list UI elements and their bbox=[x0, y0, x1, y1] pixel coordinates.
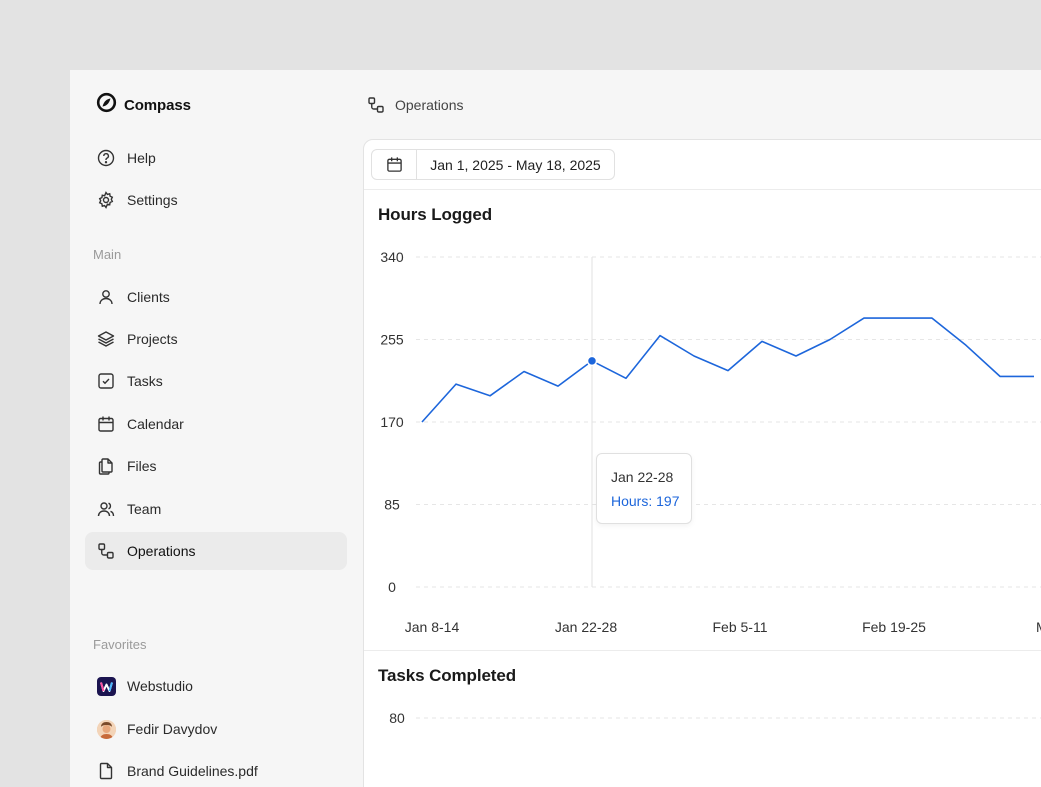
sidebar-item-tasks[interactable]: Tasks bbox=[85, 362, 347, 400]
sidebar-item-team[interactable]: Team bbox=[85, 490, 347, 528]
sidebar-item-clients[interactable]: Clients bbox=[85, 278, 347, 316]
operations-icon bbox=[367, 96, 385, 114]
x-tick-label: Jan 8-14 bbox=[405, 619, 460, 635]
favorite-item-fedir[interactable]: Fedir Davydov bbox=[85, 710, 347, 748]
y-tick-label: 0 bbox=[388, 579, 396, 595]
card-divider bbox=[364, 650, 1041, 651]
sidebar-item-projects[interactable]: Projects bbox=[85, 320, 347, 358]
section-label-favorites: Favorites bbox=[93, 637, 147, 652]
sidebar-item-operations[interactable]: Operations bbox=[85, 532, 347, 570]
y-tick-label: 255 bbox=[380, 332, 404, 348]
toolbar: Jan 1, 2025 - May 18, 2025 bbox=[364, 140, 1041, 190]
file-icon bbox=[96, 761, 116, 781]
breadcrumb-label: Operations bbox=[395, 97, 464, 113]
avatar bbox=[96, 719, 116, 739]
checkbox-icon bbox=[96, 371, 116, 391]
operations-icon bbox=[96, 541, 116, 561]
sidebar-item-help[interactable]: Help bbox=[85, 139, 347, 177]
favorite-item-label: Brand Guidelines.pdf bbox=[127, 763, 258, 779]
brand[interactable]: Compass bbox=[96, 92, 191, 118]
favorite-item-label: Webstudio bbox=[127, 678, 193, 694]
sidebar-item-label: Team bbox=[127, 501, 162, 517]
favorite-item-brand-guidelines[interactable]: Brand Guidelines.pdf bbox=[85, 752, 347, 787]
highlight-point bbox=[586, 355, 598, 367]
webstudio-logo-icon bbox=[96, 676, 116, 696]
favorite-item-webstudio[interactable]: Webstudio bbox=[85, 667, 347, 705]
breadcrumb[interactable]: Operations bbox=[367, 94, 463, 116]
sidebar-item-label: Clients bbox=[127, 289, 170, 305]
calendar-icon bbox=[372, 150, 417, 179]
tasks-completed-chart[interactable]: 80 bbox=[364, 650, 1041, 787]
tooltip-label: Jan 22-28 bbox=[611, 469, 674, 485]
date-range-picker[interactable]: Jan 1, 2025 - May 18, 2025 bbox=[371, 149, 615, 180]
sidebar-item-label: Tasks bbox=[127, 373, 163, 389]
y-tick-label: 170 bbox=[380, 414, 404, 430]
tasks-chart-title: Tasks Completed bbox=[378, 666, 517, 685]
sidebar-item-label: Files bbox=[127, 458, 157, 474]
sidebar-item-settings[interactable]: Settings bbox=[85, 181, 347, 219]
sidebar-item-label: Operations bbox=[127, 543, 196, 559]
section-label-main: Main bbox=[93, 247, 122, 262]
y-tick-label: 340 bbox=[380, 249, 404, 265]
y-tick-label: 80 bbox=[389, 710, 405, 726]
x-tick-label: Mar bbox=[1036, 619, 1041, 635]
x-tick-label: Feb 5-11 bbox=[713, 619, 768, 635]
compass-logo-icon bbox=[96, 92, 117, 118]
hours-series-line bbox=[421, 317, 1034, 423]
sidebar-item-label: Help bbox=[127, 150, 156, 166]
app-window: Compass Help Settings Main Clients bbox=[70, 70, 1041, 787]
sidebar-item-label: Settings bbox=[127, 192, 178, 208]
help-icon bbox=[96, 148, 116, 168]
sidebar-item-files[interactable]: Files bbox=[85, 447, 347, 485]
sidebar-item-calendar[interactable]: Calendar bbox=[85, 405, 347, 443]
files-icon bbox=[96, 456, 116, 476]
user-icon bbox=[96, 287, 116, 307]
sidebar-item-label: Calendar bbox=[127, 416, 184, 432]
sidebar-item-label: Projects bbox=[127, 331, 178, 347]
x-tick-label: Jan 22-28 bbox=[555, 619, 617, 635]
x-tick-label: Feb 19-25 bbox=[862, 619, 926, 635]
sidebar: Compass Help Settings Main Clients bbox=[70, 70, 362, 787]
favorite-item-label: Fedir Davydov bbox=[127, 721, 218, 737]
gear-icon bbox=[96, 190, 116, 210]
main-panel: Jan 1, 2025 - May 18, 2025 Hours Logged … bbox=[363, 139, 1041, 787]
date-range-value: Jan 1, 2025 - May 18, 2025 bbox=[430, 156, 601, 173]
hours-chart-title: Hours Logged bbox=[378, 205, 493, 224]
calendar-icon bbox=[96, 414, 116, 434]
hours-logged-chart[interactable]: 340 255 170 85 0 Jan 8-14 Jan 22-28 Feb 5-11 Feb… bbox=[364, 140, 1041, 635]
tooltip-value: Hours: 197 bbox=[611, 493, 680, 509]
y-tick-label: 85 bbox=[384, 497, 400, 513]
brand-name: Compass bbox=[124, 96, 191, 114]
layers-icon bbox=[96, 329, 116, 349]
chart-tooltip: Jan 22-28 Hours: 197 bbox=[596, 453, 692, 524]
team-icon bbox=[96, 499, 116, 519]
